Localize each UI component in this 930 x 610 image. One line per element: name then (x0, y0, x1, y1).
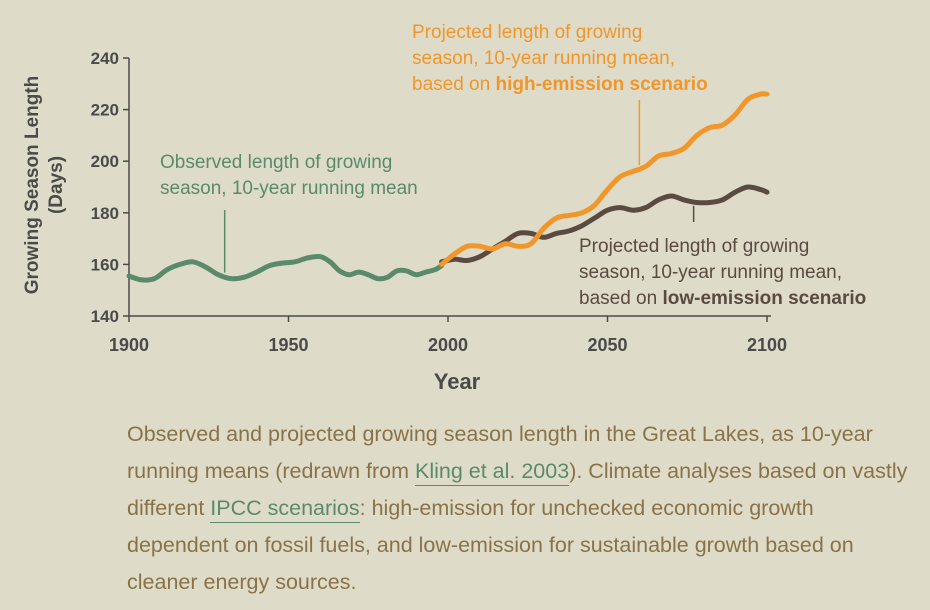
annotation-line: based on high-emission scenario (412, 74, 708, 95)
annotation-line: Projected length of growing (579, 236, 809, 257)
annotation-line: season, 10-year running mean, (412, 48, 675, 69)
y-axis-title: Growing Season Length (Days) (22, 76, 67, 295)
caption-text-1: Observed and projected growing season le… (127, 422, 873, 483)
annotation-text: based on (412, 74, 495, 95)
caption-text-2: ). Climate analyses based on vastly diff… (127, 459, 908, 520)
annotation-emphasis: low-emission scenario (662, 288, 866, 309)
x-tick-label: 1950 (268, 335, 308, 355)
annotation-emphasis: high-emission scenario (495, 74, 707, 95)
series-line-high (439, 91, 770, 267)
annotation-line: based on low-emission scenario (579, 288, 866, 309)
series-line-observed (126, 253, 445, 283)
annotation-observed: Observed length of growing season, 10-yea… (160, 152, 418, 199)
y-axis-title-unit: (Days) (46, 156, 67, 214)
annotation-line: season, 10-year running mean (160, 178, 418, 199)
figure-caption: Observed and projected growing season le… (127, 416, 917, 601)
y-tick-label: 140 (91, 307, 119, 326)
y-tick-label: 160 (91, 255, 119, 274)
annotation-line: Projected length of growing (412, 22, 642, 43)
ipcc-link[interactable]: IPCC scenarios (210, 496, 360, 523)
caption-text-3: : high-emission for unchecked economic g… (127, 496, 854, 594)
annotations: Observed length of growing season, 10-yea… (160, 22, 866, 309)
annotation-pointers (223, 100, 695, 273)
annotation-text: season, 10-year running mean, (579, 262, 842, 283)
y-axis-title-main: Growing Season Length (22, 76, 43, 295)
annotation-text: Observed length of growing (160, 152, 392, 173)
annotation-text: season, 10-year running mean, (412, 48, 675, 69)
y-tick-labels: 140 160 180 200 220 240 (91, 49, 129, 326)
x-tick-label: 1900 (109, 335, 149, 355)
x-tick-labels: 1900 1950 2000 2050 2100 (109, 316, 787, 355)
kling-link[interactable]: Kling et al. 2003 (414, 459, 570, 486)
y-tick-label: 240 (91, 49, 119, 68)
x-tick-label: 2050 (587, 335, 627, 355)
y-tick-label: 220 (91, 101, 119, 120)
y-tick-label: 180 (91, 204, 119, 223)
data-series (126, 91, 770, 283)
annotation-line: Observed length of growing (160, 152, 392, 173)
annotation-text: Projected length of growing (579, 236, 809, 257)
x-axis-title: Year (434, 369, 481, 394)
annotation-high: Projected length of growing season, 10-ye… (412, 22, 708, 95)
x-tick-label: 2000 (428, 335, 468, 355)
annotation-low: Projected length of growing season, 10-ye… (579, 236, 866, 309)
y-tick-label: 200 (91, 152, 119, 171)
annotation-text: based on (579, 288, 662, 309)
axes (128, 58, 771, 317)
x-tick-label: 2100 (747, 335, 787, 355)
annotation-text: Projected length of growing (412, 22, 642, 43)
annotation-text: season, 10-year running mean (160, 178, 418, 199)
annotation-line: season, 10-year running mean, (579, 262, 842, 283)
